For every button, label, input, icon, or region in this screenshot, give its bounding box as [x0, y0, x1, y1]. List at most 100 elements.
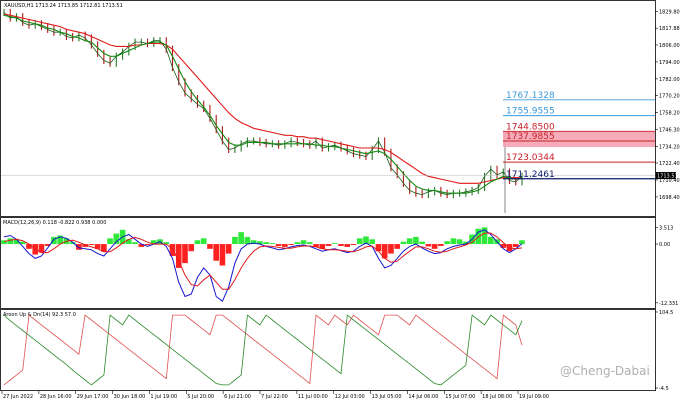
macd-histogram-bar	[275, 244, 282, 246]
macd-histogram-bar	[319, 244, 326, 249]
aroon-plot	[3, 314, 523, 386]
macd-histogram-bar	[288, 244, 294, 246]
time-tick-label: 5 Jul 20:00	[187, 394, 214, 400]
pink-zone	[503, 131, 655, 148]
macd-histogram-bar	[244, 236, 251, 245]
macd-histogram-bar	[375, 244, 382, 252]
macd-histogram-bar	[388, 244, 394, 254]
macd-histogram-bar	[282, 244, 288, 247]
macd-histogram-bar	[487, 236, 494, 245]
macd-histogram-bar	[325, 244, 332, 246]
price-level-label: 1744.8500	[506, 122, 555, 132]
ma-fast-line	[3, 14, 523, 194]
macd-histogram-bar	[344, 244, 351, 247]
macd-histogram-bar	[500, 244, 507, 248]
time-tick-label: 12 Jul 03:00	[335, 394, 365, 400]
macd-histogram-bar	[94, 244, 101, 249]
time-tick-label: 27 Jun 2022	[3, 394, 33, 400]
price-level-label: 1711.2461	[506, 170, 555, 180]
macd-histogram-bar	[450, 238, 457, 245]
macd-histogram-bar	[300, 240, 307, 245]
macd-histogram-bar	[331, 243, 338, 245]
macd-histogram-bar	[356, 238, 363, 245]
watermark: @Cheng-Dabai	[560, 364, 650, 378]
time-tick-label: 6 Jul 21:00	[224, 394, 251, 400]
macd-histogram-bar	[250, 240, 257, 245]
price-pane	[0, 0, 656, 217]
macd-histogram-bar	[126, 239, 132, 245]
time-tick-label: 15 Jul 07:00	[445, 394, 475, 400]
macd-histogram-bar	[369, 239, 376, 245]
price-tick-label: 1710.40	[659, 178, 680, 184]
price-tick-label: 1734.20	[659, 144, 680, 150]
macd-signal-line	[3, 232, 523, 290]
macd-histogram-bar	[7, 238, 14, 245]
macd-histogram-bar	[238, 232, 244, 245]
price-tick-label: 1746.30	[659, 127, 680, 133]
price-level-label: 1755.9555	[506, 107, 555, 117]
macd-histogram-bar	[481, 227, 488, 245]
macd-histogram-bar	[363, 236, 369, 245]
macd-pane	[0, 217, 656, 309]
macd-histogram-bar	[38, 244, 45, 253]
aroon-down-line	[3, 314, 523, 386]
current-price-label: 1713.51	[657, 174, 678, 180]
aroon-tick-label: -4.5	[659, 386, 669, 392]
price-plot	[1, 8, 655, 213]
macd-histogram-bar	[232, 236, 238, 245]
macd-histogram-bar	[313, 244, 319, 247]
time-tick-label: 28 Jun 16:00	[40, 394, 72, 400]
price-tick-label: 1698.40	[659, 195, 680, 201]
macd-histogram-bar	[107, 238, 113, 245]
aroon-up-line	[3, 314, 523, 386]
macd-histogram-bar	[425, 244, 432, 247]
macd-header: MACD(12,26,9) 0.118 -0.822 0.938 0.000	[3, 220, 106, 226]
macd-histogram-bar	[175, 244, 182, 268]
macd-histogram-bar	[113, 233, 120, 245]
macd-histogram-bar	[263, 242, 269, 245]
macd-histogram-bar	[19, 241, 26, 245]
time-tick-label: 30 Jun 18:00	[114, 394, 146, 400]
current-price-tag	[656, 172, 676, 180]
time-tick-label: 29 Jun 17:00	[77, 394, 109, 400]
macd-histogram-bar	[294, 242, 301, 245]
macd-histogram-bar	[406, 238, 413, 245]
macd-histogram-bar	[138, 244, 145, 247]
macd-tick-label: -12.331	[659, 301, 678, 307]
macd-histogram-bar	[381, 244, 388, 259]
price-level-label: 1767.1328	[506, 91, 555, 101]
macd-histogram-bar	[182, 244, 188, 264]
macd-histogram-bar	[13, 239, 20, 245]
price-tick-label: 1794.00	[659, 60, 680, 66]
macd-histogram-bar	[225, 244, 232, 254]
macd-histogram-bar	[431, 244, 438, 249]
time-tick-label: 13 Jul 05:00	[372, 394, 402, 400]
price-tick-label: 1770.20	[659, 94, 680, 100]
macd-histogram-bar	[163, 242, 170, 245]
macd-histogram-bar	[150, 240, 157, 245]
macd-histogram-bar	[463, 241, 469, 245]
macd-histogram-bar	[51, 236, 57, 245]
price-tick-label: 1782.00	[659, 77, 680, 83]
macd-histogram-bar	[219, 244, 226, 266]
time-tick-label: 11 Jul 00:00	[298, 394, 328, 400]
macd-histogram-bar	[413, 236, 419, 245]
macd-plot	[1, 227, 525, 302]
macd-histogram-bar	[194, 240, 201, 245]
macd-histogram-bar	[132, 242, 138, 245]
price-tick-label: 1806.00	[659, 43, 680, 49]
macd-histogram-bar	[269, 243, 276, 245]
price-level-label: 1737.9855	[506, 132, 555, 142]
time-tick-label: 19 Jul 09:00	[519, 394, 549, 400]
macd-histogram-bar	[338, 244, 344, 246]
time-tick-label: 14 Jul 06:00	[408, 394, 438, 400]
macd-histogram-bar	[519, 240, 525, 245]
macd-histogram-bar	[400, 241, 407, 245]
macd-tick-label: 0.00	[659, 242, 670, 248]
aroon-tick-label: 104.5	[659, 310, 673, 316]
macd-histogram-bar	[213, 244, 220, 261]
time-tick-label: 1 Jul 19:00	[150, 394, 177, 400]
time-tick-label: 18 Jul 08:00	[482, 394, 512, 400]
